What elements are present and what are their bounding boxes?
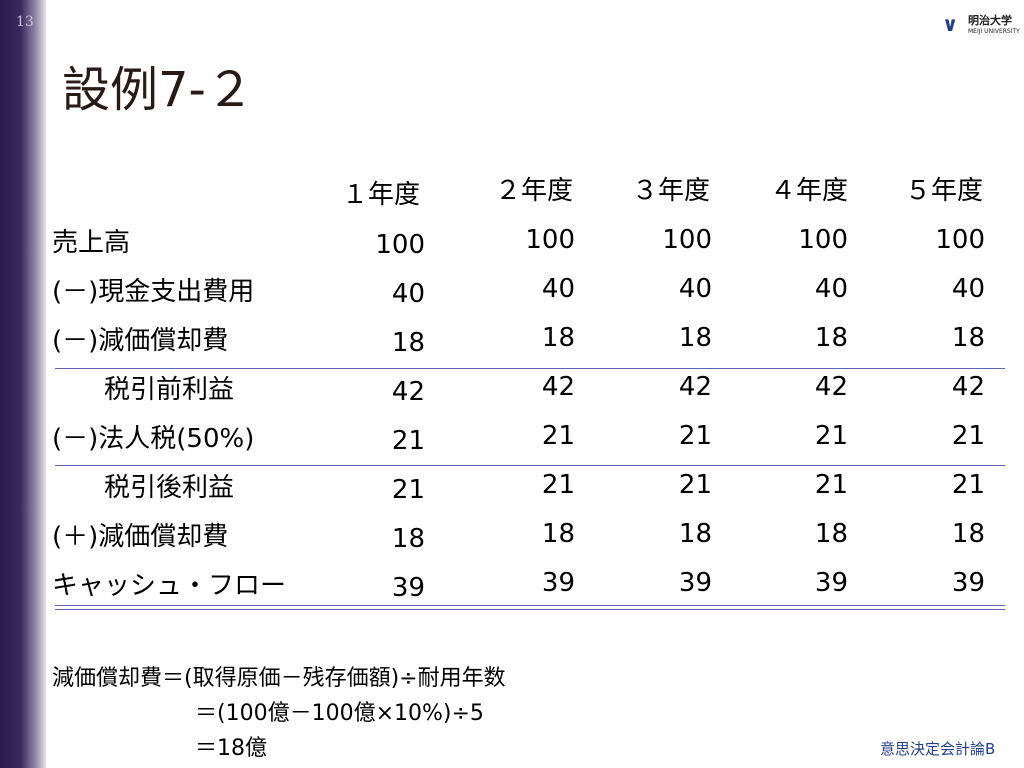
column-header: １年度 [342,180,421,210]
row-label: 売上高 [52,228,131,258]
cell-value: 42 [391,377,425,407]
table-rule [55,609,1005,610]
cell-value: 18 [678,519,712,549]
row-label: 税引前利益 [52,375,235,405]
page-number: 13 [16,14,34,30]
cell-value: 40 [391,279,425,309]
cell-value: 21 [814,421,848,451]
cell-value: 21 [678,470,712,500]
logo-subtitle: MEIJI UNIVERSITY [968,28,1020,35]
cell-value: 100 [525,225,575,255]
column-header: ５年度 [905,176,984,206]
cell-value: 42 [951,372,985,402]
cell-value: 18 [541,519,575,549]
cell-value: 18 [951,519,985,549]
cell-value: 21 [391,426,425,456]
logo-mark: ∨ [942,12,959,36]
cell-value: 21 [951,421,985,451]
cell-value: 40 [951,274,985,304]
table-rule [55,368,1005,369]
row-label: キャッシュ・フロー [52,571,287,601]
cell-value: 18 [391,524,425,554]
row-label: (＋)減価償却費 [52,522,229,552]
cell-value: 18 [391,328,425,358]
cell-value: 21 [541,470,575,500]
cell-value: 18 [678,323,712,353]
cell-value: 39 [678,568,712,598]
cell-value: 18 [951,323,985,353]
cell-value: 39 [541,568,575,598]
cell-value: 100 [798,225,848,255]
column-header: ４年度 [770,176,849,206]
cell-value: 100 [375,230,425,260]
cell-value: 39 [391,573,425,603]
row-label: (－)現金支出費用 [52,277,255,307]
cell-value: 18 [814,323,848,353]
cell-value: 40 [814,274,848,304]
cell-value: 18 [814,519,848,549]
cell-value: 39 [814,568,848,598]
cell-value: 100 [935,225,985,255]
cell-value: 40 [541,274,575,304]
cell-value: 40 [678,274,712,304]
row-label: (－)法人税(50%) [52,424,255,454]
logo-name: 明治大学 [968,14,1012,27]
slide-title: 設例7-２ [62,62,254,118]
note: ＝18億 [195,736,267,761]
column-header: ３年度 [632,176,711,206]
note: 減価償却費＝(取得原価－残存価額)÷耐用年数 [52,666,506,691]
cell-value: 21 [814,470,848,500]
side-bar [0,0,46,768]
footer: 意思決定会計論B [880,740,996,758]
column-header: ２年度 [495,176,574,206]
cell-value: 42 [541,372,575,402]
row-label: (－)減価償却費 [52,326,229,356]
cell-value: 21 [678,421,712,451]
row-label: 税引後利益 [52,473,235,503]
cell-value: 18 [541,323,575,353]
cell-value: 21 [541,421,575,451]
table-rule [55,465,1005,466]
cell-value: 100 [662,225,712,255]
cell-value: 42 [678,372,712,402]
table-rule [55,605,1005,606]
cell-value: 21 [951,470,985,500]
cell-value: 21 [391,475,425,505]
note: ＝(100億－100億×10%)÷5 [195,701,484,726]
cell-value: 39 [951,568,985,598]
logo: ∨ 明治大学 MEIJI UNIVERSITY [942,10,1022,40]
cell-value: 42 [814,372,848,402]
